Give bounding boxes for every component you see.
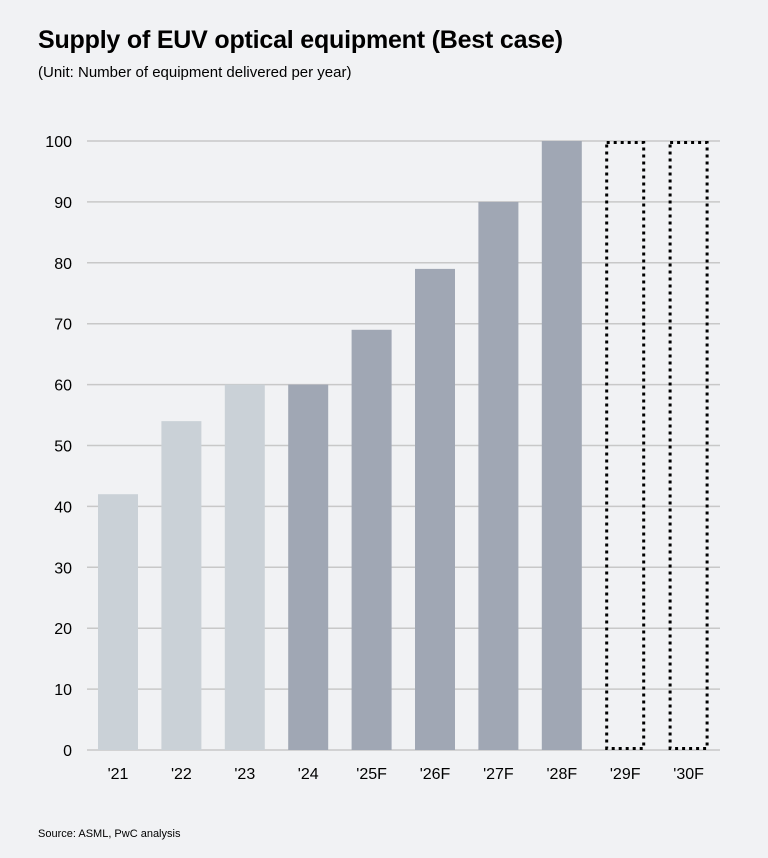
x-tick-label: '23: [234, 766, 255, 783]
bar: [288, 384, 329, 750]
y-tick-label: 70: [54, 317, 72, 334]
bar: [478, 201, 519, 750]
bar-forecast-outline: [668, 141, 709, 750]
bar: [98, 494, 138, 750]
x-tick-label: '30F: [673, 766, 704, 783]
y-tick-label: 60: [54, 378, 72, 395]
y-tick-label: 0: [63, 743, 72, 760]
x-tick-label: '27F: [483, 766, 514, 783]
bar: [224, 384, 265, 750]
y-tick-label: 90: [54, 195, 72, 212]
x-tick-label: '28F: [546, 766, 577, 783]
y-tick-label: 10: [54, 682, 72, 699]
y-tick-label: 80: [54, 256, 72, 273]
bar-forecast-outline: [605, 141, 646, 750]
chart-title: Supply of EUV optical equipment (Best ca…: [38, 26, 563, 54]
source-note: Source: ASML, PwC analysis: [38, 828, 181, 840]
bar: [351, 329, 392, 750]
x-tick-label: '26F: [420, 766, 451, 783]
y-tick-label: 50: [54, 439, 72, 456]
y-tick-label: 40: [54, 499, 72, 516]
x-tick-label: '22: [171, 766, 192, 783]
bar: [541, 141, 582, 750]
bar: [415, 268, 455, 750]
bar: [161, 421, 202, 750]
x-tick-label: '24: [298, 766, 319, 783]
y-tick-label: 100: [45, 134, 72, 151]
x-tick-label: '21: [108, 766, 129, 783]
chart-subtitle: (Unit: Number of equipment delivered per…: [38, 64, 352, 81]
y-tick-label: 30: [54, 560, 72, 577]
x-tick-label: '29F: [610, 766, 641, 783]
x-tick-label: '25F: [356, 766, 387, 783]
y-tick-label: 20: [54, 621, 72, 638]
